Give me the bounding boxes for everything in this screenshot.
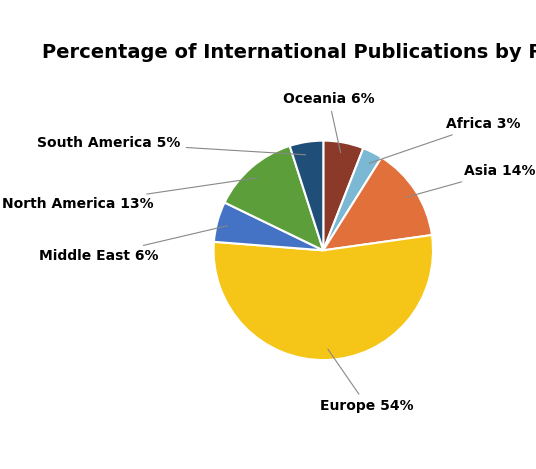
Text: Oceania 6%: Oceania 6% — [283, 92, 375, 153]
Wedge shape — [214, 203, 323, 250]
Wedge shape — [213, 235, 433, 360]
Wedge shape — [323, 148, 382, 250]
Text: Asia 14%: Asia 14% — [407, 164, 535, 197]
Wedge shape — [225, 146, 323, 250]
Text: South America 5%: South America 5% — [38, 136, 306, 155]
Wedge shape — [323, 158, 432, 250]
Title: Percentage of International Publications by Region: Percentage of International Publications… — [42, 43, 536, 62]
Text: Africa 3%: Africa 3% — [369, 117, 520, 163]
Wedge shape — [290, 141, 323, 250]
Text: Middle East 6%: Middle East 6% — [39, 226, 227, 263]
Wedge shape — [323, 141, 363, 250]
Text: North America 13%: North America 13% — [2, 178, 257, 211]
Text: Europe 54%: Europe 54% — [321, 349, 414, 413]
